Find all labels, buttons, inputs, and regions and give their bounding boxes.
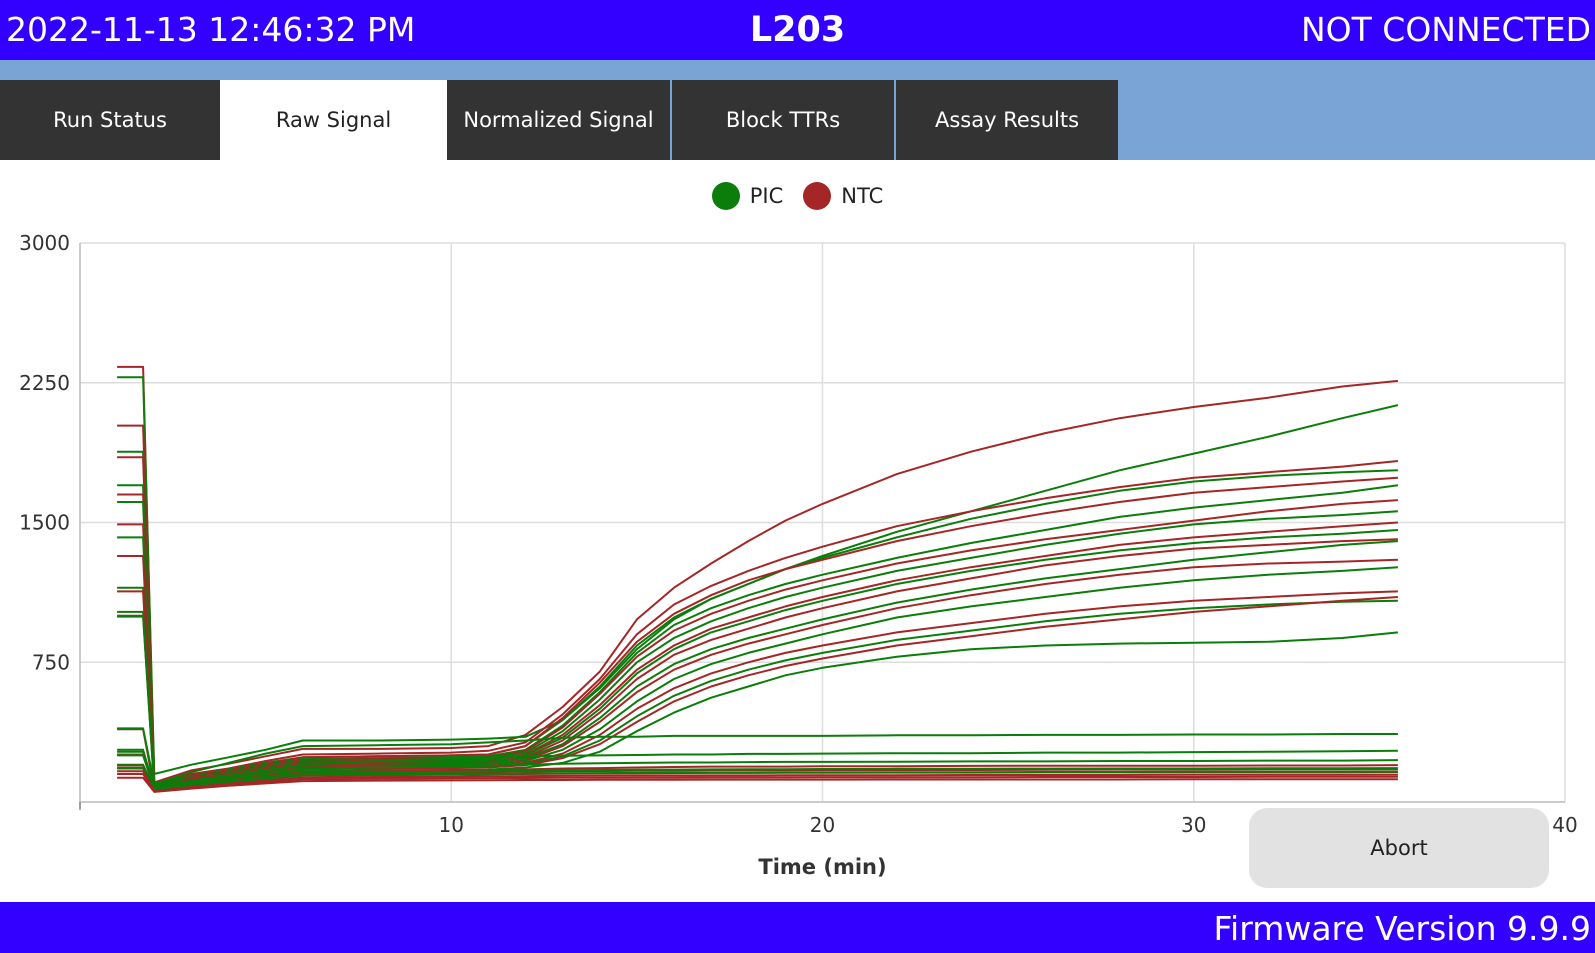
connection-status: NOT CONNECTED (1300, 10, 1591, 49)
legend-item-ntc[interactable]: NTC (803, 182, 883, 210)
tab-assay-results[interactable]: Assay Results (896, 80, 1118, 160)
abort-button[interactable]: Abort (1249, 808, 1549, 888)
series-line-ntc-0 (117, 365, 1399, 784)
y-tick-label: 3000 (19, 231, 70, 255)
legend-marker-ntc-icon (803, 182, 832, 210)
datetime-display: 2022-11-13 12:46:32 PM (6, 10, 416, 49)
y-tick-label: 2250 (19, 371, 70, 395)
chart-legend: PIC NTC (0, 178, 1595, 214)
firmware-version: Firmware Version 9.9.9 (1213, 909, 1591, 948)
tab-normalized-signal[interactable]: Normalized Signal (447, 80, 670, 160)
series-line-ntc-26 (117, 770, 1398, 793)
x-tick-label: 40 (1552, 813, 1577, 837)
instrument-name: L203 (749, 10, 846, 50)
series-line-ntc-27 (117, 773, 1398, 793)
series-line-pic-19 (117, 749, 1398, 790)
x-axis-label: Time (min) (758, 855, 886, 879)
legend-label-ntc: NTC (841, 184, 884, 208)
series-line-pic-1 (117, 376, 1399, 775)
tab-bar: Run Status Raw Signal Normalized Signal … (0, 60, 1595, 160)
x-tick-label: 10 (439, 813, 464, 837)
legend-label-pic: PIC (749, 184, 784, 208)
series-line-pic-23 (117, 764, 1398, 792)
x-tick-label: 30 (1181, 813, 1206, 837)
x-tick-label: 20 (810, 813, 835, 837)
series-line-pic-17 (117, 727, 1398, 786)
series-line-pic-25 (117, 767, 1398, 792)
series-line-pic-7 (117, 501, 1398, 787)
series-line-ntc-8 (117, 521, 1398, 789)
footer-bar: Firmware Version 9.9.9 (0, 902, 1595, 953)
series-line-pic-21 (117, 754, 1398, 790)
tab-raw-signal[interactable]: Raw Signal (220, 80, 447, 160)
tab-block-ttrs[interactable]: Block TTRs (672, 80, 894, 160)
raw-signal-chart: 750 1500 2250 3000 10 20 30 40 Time (min) (19, 231, 1578, 879)
legend-marker-pic-icon (711, 182, 740, 210)
status-bar: 2022-11-13 12:46:32 PM L203 NOT CONNECTE… (0, 0, 1595, 60)
y-tick-label: 750 (32, 650, 70, 674)
series-line-ntc-28 (117, 776, 1398, 793)
tab-run-status[interactable]: Run Status (0, 80, 220, 160)
y-tick-label: 1500 (19, 511, 70, 535)
legend-item-pic[interactable]: PIC (711, 182, 784, 210)
series-line-ntc-2 (117, 424, 1399, 787)
series-line-ntc-20 (117, 753, 1398, 791)
